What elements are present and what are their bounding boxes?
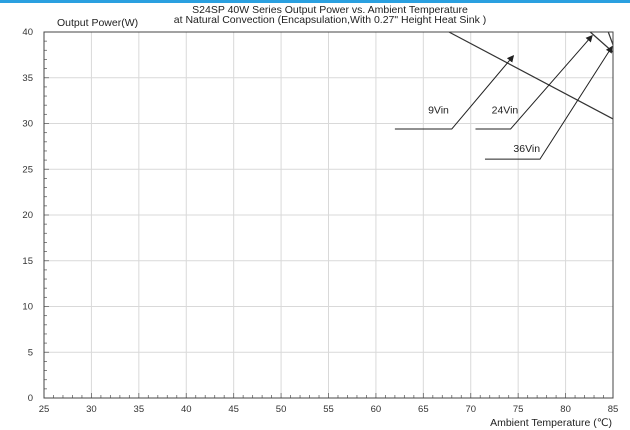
y-tick-label: 40 bbox=[22, 27, 33, 38]
annotation-24vin: 24Vin bbox=[492, 104, 519, 116]
leader-36vin bbox=[484, 45, 613, 160]
annotation-36vin: 36Vin bbox=[513, 143, 540, 155]
axis-ticks: 25 30 35 40 45 50 55 60 65 70 75 80 85 0 5 10 15 20 25 30 35… bbox=[22, 27, 618, 415]
annotation-9vin: 9Vin bbox=[428, 104, 449, 116]
x-axis-label: Ambient Temperature (℃) bbox=[490, 417, 612, 429]
x-tick-label: 35 bbox=[134, 404, 145, 415]
leader-24vin bbox=[475, 34, 593, 130]
y-tick-label: 20 bbox=[22, 210, 33, 221]
y-tick-label: 5 bbox=[28, 347, 33, 358]
x-tick-label: 80 bbox=[560, 404, 571, 415]
x-tick-label: 70 bbox=[465, 404, 476, 415]
y-tick-label: 25 bbox=[22, 164, 33, 175]
x-tick-label: 85 bbox=[608, 404, 619, 415]
leader-9vin bbox=[394, 55, 515, 130]
annotations: 9Vin 24Vin 36Vin bbox=[394, 34, 613, 160]
x-tick-label: 40 bbox=[181, 404, 192, 415]
chart-subtitle: at Natural Convection (Encapsulation,Wit… bbox=[174, 14, 486, 26]
y-tick-label: 15 bbox=[22, 256, 33, 267]
series-line-9vin bbox=[448, 31, 614, 120]
top-accent-bar bbox=[0, 0, 630, 3]
x-tick-label: 45 bbox=[228, 404, 239, 415]
y-tick-label: 35 bbox=[22, 73, 33, 84]
y-tick-label: 10 bbox=[22, 302, 33, 313]
series-line-36vin bbox=[607, 31, 614, 46]
x-tick-label: 25 bbox=[39, 404, 50, 415]
x-tick-label: 50 bbox=[276, 404, 287, 415]
grid bbox=[44, 32, 613, 398]
chart-title: S24SP 40W Series Output Power vs. Ambien… bbox=[192, 4, 468, 16]
x-tick-label: 30 bbox=[86, 404, 97, 415]
x-tick-label: 55 bbox=[323, 404, 334, 415]
plot-frame bbox=[43, 31, 614, 399]
y-tick-label: 0 bbox=[28, 393, 33, 404]
x-tick-label: 75 bbox=[513, 404, 524, 415]
x-tick-label: 60 bbox=[371, 404, 382, 415]
y-tick-label: 30 bbox=[22, 119, 33, 130]
y-axis-label: Output Power(W) bbox=[57, 17, 138, 29]
x-tick-label: 65 bbox=[418, 404, 429, 415]
